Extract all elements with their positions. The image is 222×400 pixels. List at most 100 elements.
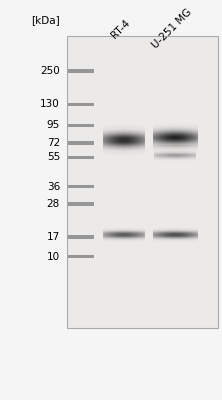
Bar: [161, 155, 162, 156]
Bar: [181, 144, 182, 146]
Bar: [186, 233, 187, 234]
Bar: [134, 154, 135, 155]
Bar: [176, 152, 177, 153]
Bar: [124, 143, 125, 144]
Bar: [106, 148, 107, 149]
Bar: [188, 233, 189, 234]
Bar: [159, 152, 160, 153]
Bar: [181, 159, 182, 160]
Bar: [108, 240, 109, 241]
Bar: [107, 139, 108, 140]
Bar: [118, 237, 119, 238]
Bar: [185, 123, 186, 124]
Bar: [172, 129, 173, 130]
Bar: [125, 145, 126, 146]
Bar: [141, 236, 142, 237]
Bar: [157, 130, 158, 131]
Bar: [170, 125, 171, 126]
Bar: [144, 133, 145, 134]
Bar: [113, 132, 114, 133]
Bar: [117, 131, 118, 132]
Bar: [157, 231, 158, 232]
Bar: [190, 239, 191, 240]
Bar: [139, 230, 140, 231]
Bar: [194, 232, 195, 233]
Bar: [173, 123, 174, 124]
Bar: [174, 160, 175, 161]
Bar: [126, 144, 127, 145]
Bar: [191, 132, 192, 133]
Bar: [173, 128, 174, 129]
Bar: [176, 150, 177, 151]
Bar: [184, 150, 185, 152]
Bar: [175, 140, 176, 142]
Bar: [189, 151, 190, 152]
Bar: [177, 236, 178, 237]
Bar: [133, 155, 134, 156]
Text: 55: 55: [47, 152, 60, 162]
Bar: [176, 239, 177, 240]
Bar: [126, 229, 127, 230]
Bar: [127, 234, 128, 235]
Bar: [112, 143, 113, 144]
Bar: [107, 230, 108, 231]
Bar: [193, 239, 194, 240]
Bar: [130, 155, 131, 156]
Bar: [126, 136, 127, 137]
Bar: [184, 138, 185, 140]
Bar: [119, 149, 120, 150]
Bar: [167, 229, 168, 230]
Bar: [167, 138, 168, 140]
Bar: [122, 146, 123, 147]
Bar: [188, 138, 189, 140]
Bar: [181, 232, 182, 233]
Bar: [108, 145, 109, 146]
Bar: [154, 159, 155, 160]
Bar: [132, 135, 133, 136]
Bar: [193, 229, 194, 230]
Bar: [164, 137, 165, 138]
Bar: [142, 133, 143, 134]
Bar: [164, 136, 165, 137]
Bar: [138, 146, 139, 147]
Bar: [105, 236, 106, 237]
Bar: [154, 158, 155, 159]
Bar: [169, 148, 170, 150]
Bar: [194, 157, 195, 158]
Bar: [114, 146, 115, 147]
Bar: [137, 128, 138, 130]
Bar: [136, 150, 137, 151]
Bar: [183, 239, 184, 240]
Bar: [137, 150, 138, 151]
Bar: [197, 238, 198, 239]
Bar: [131, 236, 132, 237]
Bar: [160, 135, 161, 136]
Bar: [195, 157, 196, 158]
Bar: [193, 130, 194, 131]
Bar: [140, 134, 141, 135]
Bar: [188, 236, 189, 237]
Bar: [196, 125, 197, 126]
Bar: [110, 146, 111, 147]
Bar: [138, 236, 139, 237]
Bar: [120, 136, 121, 137]
Bar: [188, 153, 189, 154]
Bar: [179, 227, 180, 228]
Bar: [142, 235, 143, 236]
Bar: [115, 137, 116, 138]
Bar: [123, 235, 124, 236]
Bar: [131, 139, 132, 140]
Bar: [187, 132, 188, 133]
Bar: [135, 135, 136, 136]
Bar: [119, 230, 120, 231]
Bar: [177, 150, 178, 151]
Bar: [161, 160, 162, 161]
Bar: [109, 133, 110, 134]
Bar: [107, 124, 108, 125]
Bar: [125, 139, 126, 140]
Bar: [161, 240, 162, 241]
Bar: [173, 236, 174, 237]
Bar: [179, 128, 180, 129]
Bar: [139, 133, 140, 134]
Bar: [168, 144, 169, 146]
